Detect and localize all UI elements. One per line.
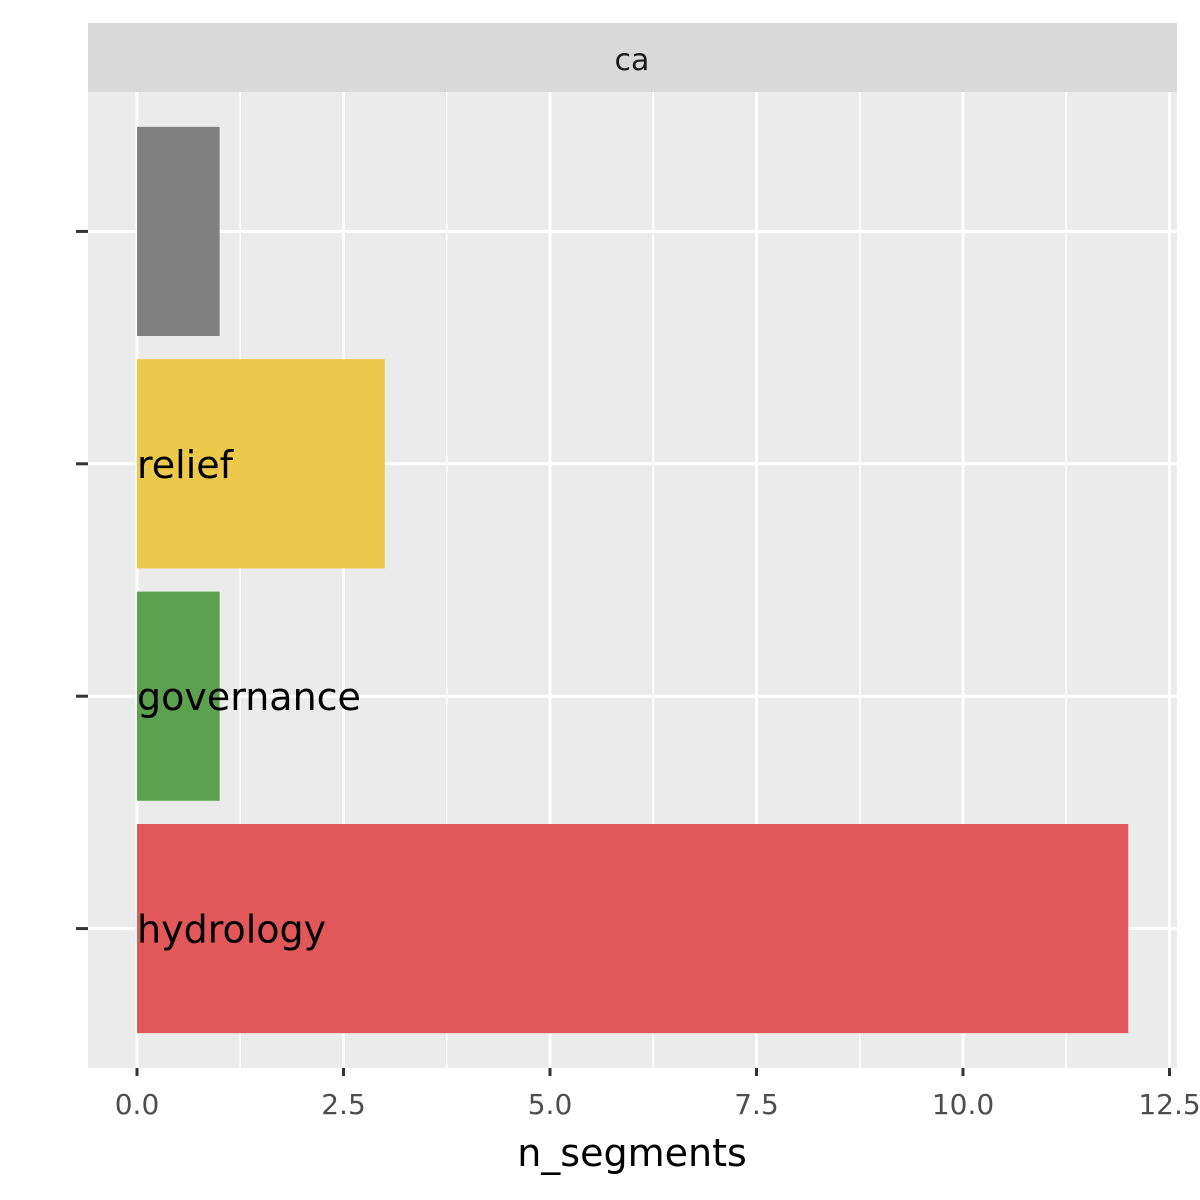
bars bbox=[137, 126, 1129, 1034]
bar-hydrology bbox=[137, 824, 1129, 1034]
x-tick-label: 10.0 bbox=[932, 1088, 994, 1121]
x-tick-label: 7.5 bbox=[734, 1088, 779, 1121]
bar-unlabeled bbox=[137, 126, 220, 336]
y-axis-ticks bbox=[76, 229, 88, 931]
facet-strip-label: ca bbox=[615, 43, 650, 78]
x-axis-ticks bbox=[135, 1068, 1171, 1076]
x-tick-label: 12.5 bbox=[1138, 1088, 1200, 1121]
bar-labels: relief governance hydrology bbox=[137, 443, 361, 952]
x-axis-title: n_segments bbox=[517, 1131, 747, 1175]
bar-label-hydrology: hydrology bbox=[137, 908, 326, 952]
bar-governance bbox=[137, 591, 220, 801]
x-tick-label: 2.5 bbox=[321, 1088, 366, 1121]
x-tick-label: 5.0 bbox=[528, 1088, 573, 1121]
facet-strip bbox=[88, 23, 1177, 92]
x-tick-label: 0.0 bbox=[115, 1088, 160, 1121]
bar-relief bbox=[137, 359, 385, 569]
bar-label-relief: relief bbox=[137, 443, 235, 487]
x-axis-tick-labels: 0.0 2.5 5.0 7.5 10.0 12.5 bbox=[115, 1088, 1200, 1121]
bar-label-governance: governance bbox=[137, 675, 361, 719]
